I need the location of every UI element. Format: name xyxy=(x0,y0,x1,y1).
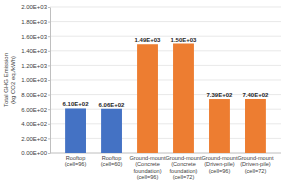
y-tick: 2.00E+03 xyxy=(21,4,50,10)
y-tick: 6.00E+02 xyxy=(21,107,50,113)
data-label: 1.50E+03 xyxy=(171,37,198,43)
y-tick: 1.60E+03 xyxy=(21,34,50,40)
data-label: 6.06E+02 xyxy=(99,102,126,108)
data-label: 7.40E+02 xyxy=(243,92,270,98)
y-tick-label: 8.00E+02 xyxy=(21,92,48,98)
y-tick-mark xyxy=(48,65,50,66)
bar xyxy=(173,44,194,154)
grid-line xyxy=(50,36,281,37)
y-tick: 0.00E+00 xyxy=(21,150,50,156)
y-tick-mark xyxy=(48,124,50,125)
chart-svg: 0.00E+00 2.00E+02 4.00E+02 6.00E+02 8.00E+02… xyxy=(0,0,284,195)
data-labels: 6.10E+02 6.06E+02 1.49E+03 1.50E+03 7.39E+02… xyxy=(63,37,269,108)
data-label: 6.10E+02 xyxy=(63,101,90,107)
bar xyxy=(65,108,86,153)
y-tick-mark xyxy=(48,51,50,52)
y-tick: 1.40E+03 xyxy=(21,48,50,54)
y-tick: 1.80E+03 xyxy=(21,19,50,25)
data-label: 7.39E+02 xyxy=(207,92,234,98)
y-tick-label: 1.00E+03 xyxy=(21,77,48,83)
y-axis-line xyxy=(50,8,51,154)
x-tick-label: Ground-mount(Driven-pile)(cell=96) xyxy=(201,155,238,174)
x-axis: Rooftop(cell=96) Rooftop(cell=60) Ground-m… xyxy=(65,155,274,180)
y-tick: 1.20E+03 xyxy=(21,63,50,69)
y-tick-label: 2.00E+02 xyxy=(21,136,48,142)
x-tick-label: Rooftop(cell=60) xyxy=(101,155,123,167)
bar xyxy=(137,44,158,153)
y-axis: 0.00E+00 2.00E+02 4.00E+02 6.00E+02 8.00E+02… xyxy=(21,4,50,156)
grid xyxy=(50,7,281,153)
x-tick-label: Ground-mount(Concretefoundation)(cell=96… xyxy=(129,155,166,180)
grid-line xyxy=(50,50,281,51)
chart-container: 0.00E+00 2.00E+02 4.00E+02 6.00E+02 8.00E+02… xyxy=(0,0,284,195)
x-tick-label: Rooftop(cell=96) xyxy=(65,155,87,167)
y-tick-mark xyxy=(48,153,50,154)
y-tick: 8.00E+02 xyxy=(21,92,50,98)
y-tick-mark xyxy=(48,109,50,110)
y-tick: 2.00E+02 xyxy=(21,136,50,142)
plot-area: 0.00E+00 2.00E+02 4.00E+02 6.00E+02 8.00E+02… xyxy=(21,4,281,180)
y-tick-label: 6.00E+02 xyxy=(21,107,48,113)
y-tick-label: 2.00E+03 xyxy=(21,4,48,10)
y-tick-label: 1.40E+03 xyxy=(21,48,48,54)
x-tick-label: Ground-mount(Concretefoundation)(cell=72… xyxy=(165,155,202,180)
y-tick-mark xyxy=(48,22,50,23)
y-tick-mark xyxy=(48,95,50,96)
bar xyxy=(245,99,266,153)
y-tick-mark xyxy=(48,138,50,139)
data-label: 1.49E+03 xyxy=(135,37,162,43)
bar xyxy=(209,99,230,153)
bars xyxy=(65,44,266,154)
bar xyxy=(101,109,122,153)
y-axis-title: Total GHG Emission(kg CO2 eq./kWh) xyxy=(3,53,16,107)
y-tick-mark xyxy=(48,80,50,81)
y-tick-label: 4.00E+02 xyxy=(21,121,48,127)
grid-line xyxy=(50,80,281,81)
grid-line xyxy=(50,21,281,22)
grid-line xyxy=(50,65,281,66)
y-tick-label: 1.80E+03 xyxy=(21,19,48,25)
y-tick: 1.00E+03 xyxy=(21,77,50,83)
y-tick: 4.00E+02 xyxy=(21,121,50,127)
y-tick-label: 1.20E+03 xyxy=(21,63,48,69)
y-tick-label: 0.00E+00 xyxy=(21,150,48,156)
grid-line xyxy=(50,7,281,8)
y-tick-label: 1.60E+03 xyxy=(21,34,48,40)
x-tick-label: Ground-mount(Driven-pile)(cell=72) xyxy=(237,155,274,174)
y-tick-mark xyxy=(48,7,50,8)
y-tick-mark xyxy=(48,36,50,37)
